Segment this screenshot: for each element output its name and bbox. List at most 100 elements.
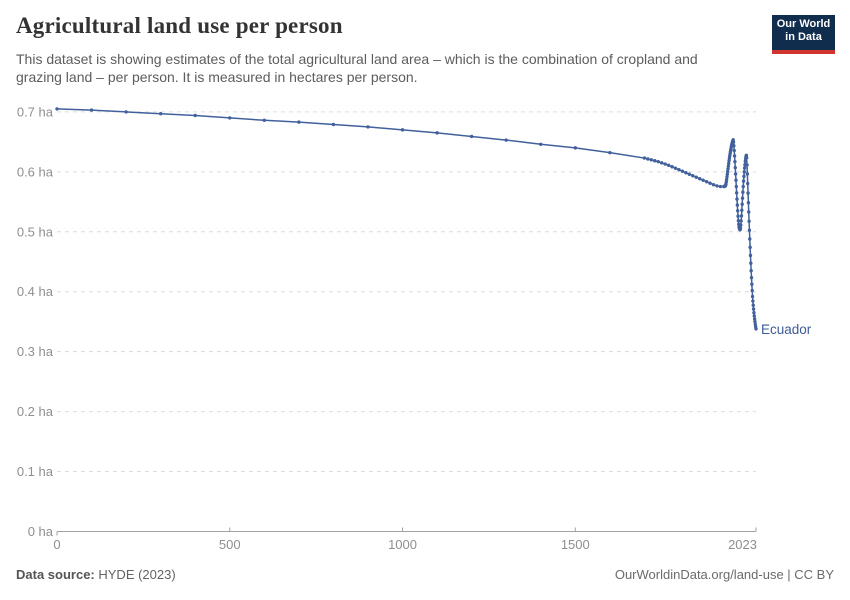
data-point <box>751 307 756 311</box>
data-point <box>751 303 755 307</box>
data-point <box>745 172 750 176</box>
data-point <box>666 163 671 167</box>
y-tick-label: 0.6 ha <box>17 164 54 179</box>
subtitle-line-1: This dataset is showing estimates of the… <box>16 51 698 67</box>
data-point <box>89 108 94 112</box>
credit-link[interactable]: OurWorldinData.org/land-use | CC BY <box>614 567 834 582</box>
data-point <box>734 178 738 182</box>
data-point <box>691 174 695 178</box>
data-point <box>659 161 664 165</box>
data-point <box>746 191 750 195</box>
data-point <box>751 299 755 303</box>
data-source: Data source: HYDE (2023) <box>16 567 176 582</box>
data-point <box>158 112 163 116</box>
data-point <box>715 184 719 188</box>
data-point <box>366 125 370 129</box>
x-tick-label: 2023 <box>728 537 757 552</box>
data-point <box>726 164 731 168</box>
y-tick-label: 0.7 ha <box>17 104 54 119</box>
data-point <box>725 169 730 174</box>
data-point <box>753 320 757 324</box>
data-point <box>649 158 654 162</box>
data-source-value: HYDE (2023) <box>98 567 176 582</box>
page-title: Agricultural land use per person <box>16 13 343 38</box>
data-point <box>733 159 737 164</box>
data-point <box>742 174 746 179</box>
data-point <box>748 253 753 258</box>
y-tick-label: 0.1 ha <box>17 464 54 479</box>
data-point <box>331 122 336 127</box>
data-point <box>741 190 745 194</box>
data-point <box>725 175 729 179</box>
y-tick-label: 0.5 ha <box>17 224 54 239</box>
data-point <box>752 314 756 318</box>
data-line[interactable] <box>56 108 757 330</box>
data-point <box>701 178 705 182</box>
owid-logo: Our World in Data <box>772 15 835 54</box>
data-point <box>727 161 731 166</box>
data-point <box>752 311 756 315</box>
data-point <box>297 120 301 124</box>
data-point <box>55 107 59 111</box>
data-point <box>744 156 749 160</box>
data-point <box>738 226 743 230</box>
x-tick-label: 1500 <box>561 537 590 552</box>
data-point <box>735 209 740 213</box>
x-tick-label: 1000 <box>388 537 417 552</box>
subtitle-line-2: grazing land – per person. It is measure… <box>16 68 418 85</box>
data-point <box>124 110 128 114</box>
data-point <box>193 113 197 118</box>
data-point <box>739 223 743 227</box>
data-point <box>735 197 739 201</box>
data-point <box>748 237 752 241</box>
data-point <box>726 167 730 171</box>
data-point <box>732 144 736 148</box>
x-tick-label: 500 <box>219 537 241 552</box>
data-point <box>646 157 650 161</box>
data-point <box>680 169 685 173</box>
data-point <box>735 203 740 207</box>
data-point <box>740 208 744 212</box>
data-point <box>747 219 751 223</box>
data-point <box>539 142 543 146</box>
data-point <box>608 150 612 155</box>
data-point <box>642 156 647 160</box>
data-point <box>673 166 678 170</box>
entity-label: Ecuador <box>761 322 812 337</box>
data-point <box>750 282 754 286</box>
data-point <box>663 162 667 166</box>
data-point <box>677 168 681 172</box>
data-point <box>742 170 746 174</box>
logo-line-1: Our World <box>776 18 831 30</box>
chart-subtitle: This dataset is showing estimates of the… <box>16 51 698 86</box>
data-point <box>740 196 745 200</box>
data-point <box>743 159 747 164</box>
data-point <box>400 128 405 132</box>
y-tick-label: 0.4 ha <box>17 284 54 299</box>
data-point <box>733 165 737 170</box>
data-point <box>745 163 749 167</box>
data-point <box>653 159 657 163</box>
data-point <box>694 175 698 179</box>
data-point <box>708 181 712 185</box>
data-point <box>746 201 751 205</box>
data-point <box>469 134 474 139</box>
data-point <box>684 171 688 175</box>
data-point <box>731 140 736 144</box>
data-point <box>739 214 744 218</box>
data-point <box>435 131 439 135</box>
data-point <box>734 191 739 195</box>
logo-line-2: in Data <box>785 31 822 43</box>
data-point <box>747 228 752 232</box>
data-point <box>228 116 232 120</box>
data-point <box>711 183 716 187</box>
y-tick-label: 0 ha <box>28 524 54 539</box>
data-point <box>687 172 692 176</box>
data-point <box>656 159 660 164</box>
data-point <box>750 288 754 293</box>
data-point <box>752 317 757 321</box>
data-point <box>747 210 751 214</box>
data-point <box>739 219 743 223</box>
data-point <box>262 118 267 122</box>
